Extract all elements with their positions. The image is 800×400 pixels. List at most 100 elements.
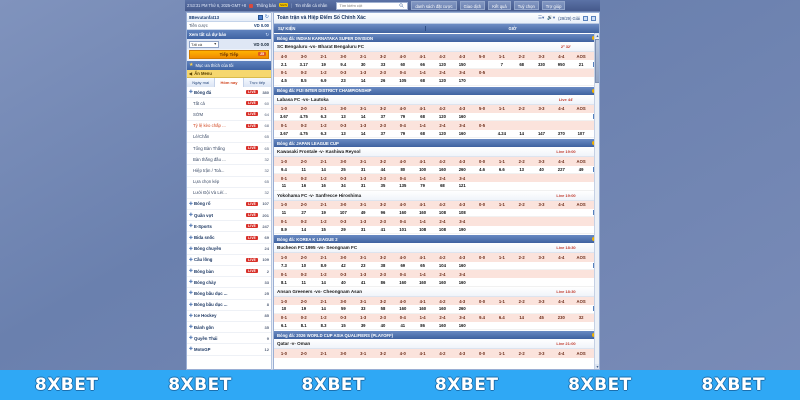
odds-cell[interactable]: 35 (380, 183, 386, 189)
inbox-link[interactable]: Tin nhắn cá nhân (295, 3, 328, 8)
odds-cell[interactable]: 31 (360, 166, 366, 172)
odds-cell[interactable]: 10 (301, 262, 307, 268)
odds-cell[interactable]: 147 (537, 130, 545, 136)
expand-icon[interactable]: ✚ (189, 268, 193, 274)
scroll-down-icon[interactable]: ▼ (595, 364, 599, 369)
expand-icon[interactable]: ✚ (189, 301, 193, 307)
odds-cell[interactable]: 160 (399, 306, 407, 312)
odds-cell[interactable]: 8.5 (300, 78, 307, 84)
odds-cell[interactable]: 370 (557, 130, 565, 136)
odds-cell[interactable]: 11 (301, 279, 306, 285)
hide-menu-button[interactable]: ◀ Ẩn Menu (187, 70, 271, 78)
tab-today[interactable]: Hôm nay (215, 78, 244, 87)
odds-cell[interactable]: 58 (380, 306, 386, 312)
odds-cell[interactable]: 23 (341, 78, 346, 84)
odds-cell[interactable]: 79 (420, 183, 425, 189)
sidebar-item-10[interactable]: ✚ Bóng rổ LIVE 107 (187, 199, 271, 211)
odds-cell[interactable]: 37 (380, 114, 386, 120)
odds-cell[interactable]: 68 (420, 114, 425, 120)
match-header-4-0[interactable]: Qatar -v- Oman Live 21:00 (274, 339, 599, 350)
odds-cell[interactable]: 14 (360, 130, 366, 136)
odds-cell[interactable]: 7 (500, 61, 504, 67)
sidebar-item-16[interactable]: ✚ Bóng bàn LIVE 2 (187, 266, 271, 278)
odds-cell[interactable]: 190 (458, 227, 466, 233)
expand-icon[interactable]: ✚ (189, 279, 193, 285)
odds-cell[interactable]: 4.24 (497, 130, 506, 136)
odds-cell[interactable]: 33 (380, 61, 386, 67)
odds-cell[interactable]: 6.6 (498, 166, 505, 172)
odds-cell[interactable]: 160 (458, 262, 466, 268)
expand-icon[interactable]: ✚ (189, 346, 193, 352)
odds-cell[interactable]: 68 (420, 130, 425, 136)
odds-cell[interactable]: 4.6 (479, 166, 485, 172)
refresh-icon[interactable] (591, 15, 596, 21)
odds-cell[interactable]: 160 (458, 114, 466, 120)
odds-cell[interactable]: 6.9 (320, 78, 327, 84)
sidebar-item-5[interactable]: Tổng Bàn Thắng LIVE 65 (187, 143, 271, 155)
expand-icon[interactable]: ✚ (189, 312, 193, 318)
odds-cell[interactable]: 120 (438, 61, 446, 67)
odds-cell[interactable]: 11 (301, 166, 306, 172)
league-header-3[interactable]: Bóng đá: KOREA K LEAGUE 2 (274, 234, 599, 244)
odds-cell[interactable]: 260 (458, 306, 466, 312)
odds-cell[interactable]: 4.75 (299, 130, 308, 136)
refresh-icon[interactable]: ↻ (264, 13, 269, 20)
odds-cell[interactable]: 6.1 (280, 323, 287, 329)
odds-cell[interactable]: 4.5 (280, 78, 287, 84)
odds-row-3-0-1[interactable]: 7.3 10 8.9 42 23 38 69 65 104 160 (274, 261, 599, 271)
odds-cell[interactable]: 79 (400, 130, 406, 136)
odds-row-1-0-1[interactable]: 3.67 4.75 6.3 13 14 37 79 68 120 160 (274, 112, 599, 122)
odds-cell[interactable]: 160 (438, 166, 446, 172)
odds-cell[interactable]: 41 (400, 323, 406, 329)
odds-cell[interactable]: 15 (341, 323, 346, 329)
odds-cell[interactable]: 86 (420, 323, 425, 329)
odds-cell[interactable]: 29 (341, 227, 346, 233)
odds-cell[interactable]: 31 (360, 227, 366, 233)
sidebar-item-14[interactable]: ✚ Bóng chuyền 24 (187, 244, 271, 255)
odds-cell[interactable]: 13 (341, 130, 346, 136)
odds-cell[interactable]: 160 (438, 279, 446, 285)
odds-cell[interactable]: 30 (360, 61, 366, 67)
sidebar-item-1[interactable]: Tất cả LIVE 60 (187, 98, 271, 110)
odds-row-1-0-3[interactable]: 3.67 4.75 6.3 13 14 37 79 68 120 160 4.24 14 147 370 1… (274, 129, 599, 139)
odds-cell[interactable]: 108 (458, 210, 466, 216)
odds-row-3-0-3[interactable]: 8.1 11 14 40 41 86 160 160 160 160 (274, 278, 599, 287)
tab-live[interactable]: Trực tiếp (243, 78, 271, 87)
nav-options[interactable]: Tuỳ chọn (513, 1, 539, 10)
nav-results[interactable]: Kết quả (488, 1, 511, 10)
odds-row-0-0-3[interactable]: 4.5 8.5 6.9 23 14 26 105 68 120 170 (274, 77, 599, 86)
expand-icon[interactable]: ✚ (189, 200, 193, 206)
odds-cell[interactable]: 59 (341, 306, 346, 312)
odds-cell[interactable]: 68 (420, 78, 425, 84)
odds-cell[interactable]: 40 (341, 279, 346, 285)
odds-cell[interactable]: 80 (400, 166, 406, 172)
odds-cell[interactable]: 86 (380, 279, 386, 285)
odds-cell[interactable]: 13 (341, 114, 346, 120)
grid-icon[interactable] (583, 15, 588, 21)
odds-cell[interactable]: 23 (360, 262, 366, 268)
odds-cell[interactable]: 108 (419, 227, 427, 233)
odds-cell[interactable]: 2.1 (280, 61, 287, 67)
odds-cell[interactable]: 9.4 (280, 166, 287, 172)
odds-cell[interactable]: 160 (438, 306, 446, 312)
odds-cell[interactable]: 950 (557, 61, 565, 67)
expand-icon[interactable]: ✚ (189, 245, 193, 251)
sidebar-item-4[interactable]: Lẻ/Chẵn 65 (187, 132, 271, 143)
odds-cell[interactable]: 37 (380, 130, 386, 136)
odds-cell[interactable]: 40 (380, 323, 386, 329)
scrollbar-thumb[interactable] (595, 39, 599, 83)
odds-cell[interactable]: 66 (420, 61, 425, 67)
odds-cell[interactable]: 260 (458, 166, 466, 172)
odds-cell[interactable]: 170 (458, 78, 466, 84)
expand-icon[interactable]: ✚ (189, 89, 193, 95)
scroll-up-icon[interactable]: ▲ (595, 33, 599, 38)
odds-cell[interactable]: 14 (360, 78, 366, 84)
odds-row-2-1-1[interactable]: 11 27 19 107 49 96 160 160 108 108 (274, 209, 599, 218)
odds-cell[interactable]: 15 (321, 227, 326, 233)
league-header-4[interactable]: Bóng đá: 2026 WORLD CUP ASIA QUALIFIERS … (274, 330, 599, 340)
odds-cell[interactable]: 68 (440, 183, 445, 189)
odds-cell[interactable]: 41 (360, 279, 366, 285)
sidebar-item-12[interactable]: ✚ E-Sports LIVE 247 (187, 221, 271, 233)
sidebar-item-8[interactable]: Lựa chọn kép 65 (187, 177, 271, 188)
nav-help[interactable]: Trợ giúp (541, 1, 566, 10)
